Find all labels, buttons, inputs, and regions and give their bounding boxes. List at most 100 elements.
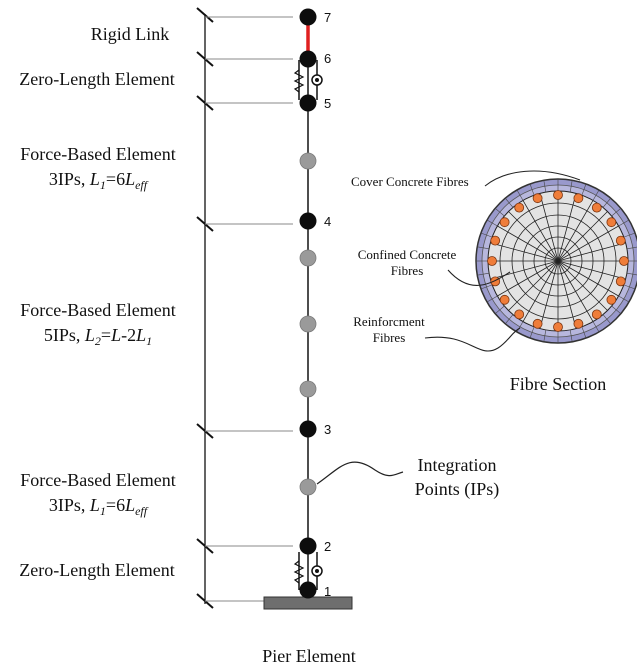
rebar-dot (499, 294, 510, 305)
cover-radial-line (516, 189, 524, 201)
confined-leader (447, 269, 511, 286)
core-radial-line (508, 211, 559, 262)
node-label-7: 7 (324, 10, 331, 25)
core-radial-line (557, 260, 577, 329)
core-radial-line (490, 260, 559, 280)
rebar-dot (615, 276, 626, 287)
fibre-section (475, 178, 637, 344)
rebar-dot (573, 193, 584, 204)
cover-radial-line (529, 183, 535, 196)
segment-label-zero-length-bottom: Zero-Length Element (19, 560, 174, 580)
rebar-dot (532, 318, 543, 329)
reinforcement-bars (487, 190, 629, 332)
confined-fibres-label-line2: Fibres (391, 263, 424, 278)
node-labels: 7 6 5 4 3 2 1 (324, 10, 331, 599)
cover-radial-line (480, 232, 493, 238)
segment-label-fbe-1-line1: Force-Based Element (20, 144, 175, 164)
confined-fibres-label-line1: Confined Concrete (358, 247, 457, 262)
rebar-dot (514, 309, 525, 320)
fibre-section-title: Fibre Section (510, 374, 607, 394)
segment-label-fbe-3-line2: 3IPs, L1=6Leff (49, 495, 149, 518)
cover-radial-line (543, 180, 547, 193)
cover-radial-line (611, 208, 621, 217)
node-label-1: 1 (324, 584, 331, 599)
core-radial-line (557, 211, 608, 262)
core-radial-line (522, 260, 559, 322)
cover-radial-line (569, 329, 573, 342)
segment-label-fbe-3-line1: Force-Based Element (20, 470, 175, 490)
rebar-dot (487, 256, 497, 266)
core-radial-line (508, 260, 559, 311)
ip-label-line2: Points (IPs) (415, 479, 500, 500)
zero-length-element-top (293, 60, 323, 100)
cover-radial-line (581, 183, 587, 196)
reinforcement-fibres-label-line2: Fibres (373, 330, 406, 345)
cover-radial-line (569, 180, 573, 193)
cover-radial-line (602, 198, 611, 208)
node-label-2: 2 (324, 539, 331, 554)
rebar-dot (606, 294, 617, 305)
core-radial-line (497, 225, 559, 262)
node-label-6: 6 (324, 51, 331, 66)
core-radial-line (497, 260, 559, 297)
reinforcement-fibres-label-line1: Reinforcment (353, 314, 425, 329)
core-radial-line (557, 260, 594, 322)
rebar-dot (615, 235, 626, 246)
cover-radial-line (618, 219, 630, 227)
cover-radial-line (529, 326, 535, 339)
core-radial-lines (488, 191, 628, 331)
rebar-dot (499, 217, 510, 228)
reinforcement-leader (424, 327, 521, 352)
cover-radial-line (618, 295, 630, 303)
cover-radial-line (505, 314, 514, 324)
cover-radial-line (623, 232, 636, 238)
cover-radial-line (611, 305, 621, 314)
cover-radial-line (505, 198, 514, 208)
segment-label-zero-length-top: Zero-Length Element (19, 69, 174, 89)
core-radial-line (522, 200, 559, 262)
rebar-dot (553, 190, 563, 200)
rebar-dot (591, 202, 602, 213)
cover-radial-line (495, 208, 505, 217)
caption-pier-element: Pier Element (262, 646, 355, 666)
ip-leader-curve (316, 461, 404, 485)
core-radial-line (539, 193, 559, 262)
core-radial-line (557, 260, 608, 311)
zero-length-element-bottom (293, 552, 323, 590)
leader-lines (205, 16, 293, 602)
cover-radial-line (592, 189, 600, 201)
node-markers (299, 8, 317, 599)
node-label-3: 3 (324, 422, 331, 437)
ip-label-line1: Integration (418, 455, 497, 475)
core-radial-line (557, 225, 619, 262)
segment-label-fbe-1-line2: 3IPs, L1=6Leff (49, 169, 149, 192)
cover-leader (484, 170, 581, 187)
cover-radial-line (480, 284, 493, 290)
rebar-dot (514, 202, 525, 213)
segment-label-rigid-link: Rigid Link (91, 24, 170, 44)
core-radial-line (557, 200, 594, 262)
core-radial-line (557, 193, 577, 262)
rebar-dot (619, 256, 629, 266)
cover-radial-line (543, 329, 547, 342)
rebar-dot (591, 309, 602, 320)
cover-radial-line (623, 284, 636, 290)
cover-fibres-label: Cover Concrete Fibres (351, 174, 469, 189)
node-label-4: 4 (324, 214, 331, 229)
rebar-dot (490, 235, 501, 246)
cover-radial-line (477, 272, 490, 276)
cover-radial-line (581, 326, 587, 339)
base-support (263, 596, 353, 610)
core-radial-line (557, 260, 619, 297)
segment-label-fbe-2-line2: 5IPs, L2=L-2L1 (44, 325, 152, 348)
integration-points (299, 152, 317, 496)
rebar-dot (606, 217, 617, 228)
cover-radial-line (516, 321, 524, 333)
cover-radial-line (486, 219, 498, 227)
segment-label-fbe-2-line1: Force-Based Element (20, 300, 175, 320)
core-radial-line (539, 260, 559, 329)
core-radial-line (490, 242, 559, 262)
cover-radial-line (495, 305, 505, 314)
cover-radial-line (592, 321, 600, 333)
